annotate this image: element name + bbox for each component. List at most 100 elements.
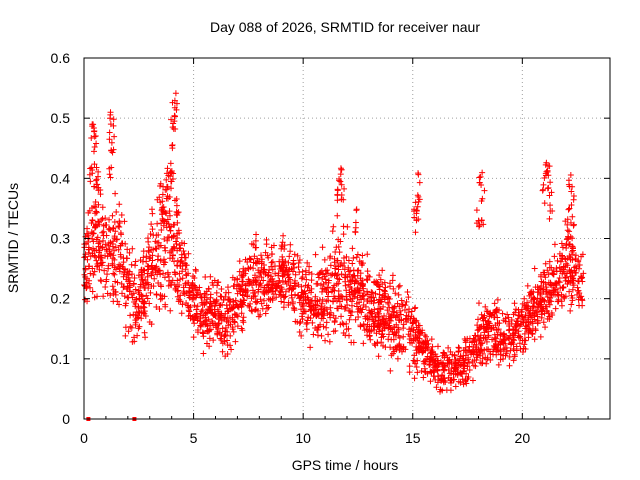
data-point [199,307,206,314]
data-point [257,269,264,276]
data-point [335,280,342,287]
data-point [247,300,254,307]
data-point [373,281,380,288]
data-point [364,327,371,334]
data-point [257,280,264,287]
data-point [416,179,423,186]
data-point [164,237,171,244]
data-point [303,276,310,283]
data-point [171,112,178,119]
data-point [378,339,385,346]
data-point [528,290,535,297]
data-point [491,300,498,307]
data-point [310,307,317,314]
data-point [210,322,217,329]
data-point [325,331,332,338]
data-point [444,360,451,367]
data-point [520,345,527,352]
data-point [570,222,577,229]
data-point [564,227,571,234]
data-point [311,310,318,317]
data-point [174,230,181,237]
data-point [427,361,434,368]
data-point [562,274,569,281]
data-point [440,366,447,373]
data-point [433,384,440,391]
data-point [389,304,396,311]
data-point [90,230,97,237]
data-point [144,235,151,242]
data-point [191,275,198,282]
data-point [399,303,406,310]
data-point [206,343,213,350]
data-point [452,361,459,368]
data-point [491,309,498,316]
data-point [122,240,129,247]
data-point [434,343,441,350]
data-point [84,225,91,232]
data-point [251,253,258,260]
data-point [375,313,382,320]
data-point [281,245,288,252]
data-point [183,271,190,278]
data-point [380,333,387,340]
data-point [370,294,377,301]
data-point [354,284,361,291]
data-point [557,258,564,265]
data-point [167,307,174,314]
data-point [99,215,106,222]
data-point [343,326,350,333]
data-point [273,284,280,291]
data-point [525,303,532,310]
data-point [240,268,247,275]
data-point [114,298,121,305]
data-point [225,297,232,304]
data-point [336,303,343,310]
data-point [375,321,382,328]
data-point [255,288,262,295]
data-point [473,220,480,227]
data-point [421,332,428,339]
data-point [371,278,378,285]
data-point [579,278,586,285]
data-point [411,375,418,382]
data-point [278,298,285,305]
data-point [319,244,326,251]
data-point [273,294,280,301]
data-point [150,283,157,290]
data-point [426,362,433,369]
data-point [387,317,394,324]
data-point [499,310,506,317]
data-point [577,273,584,280]
data-point [334,186,341,193]
data-point [164,193,171,200]
data-point [148,221,155,228]
data-point [435,357,442,364]
data-point [269,258,276,265]
data-point [516,333,523,340]
data-point [176,242,183,249]
data-point [129,245,136,252]
data-point [331,287,338,294]
data-point [506,362,513,369]
data-point [123,276,130,283]
data-point [364,288,371,295]
data-point [355,279,362,286]
data-point [314,326,321,333]
data-point [165,220,172,227]
data-point [217,312,224,319]
data-point [495,326,502,333]
x-tick-label: 0 [80,430,88,446]
data-point [280,272,287,279]
data-point [570,196,577,203]
data-point [341,305,348,312]
data-point [109,262,116,269]
data-point [194,326,201,333]
data-point [172,238,179,245]
data-point [390,336,397,343]
data-point [104,290,111,297]
data-point [279,253,286,260]
data-point [142,334,149,341]
data-point [389,277,396,284]
data-point [337,238,344,245]
